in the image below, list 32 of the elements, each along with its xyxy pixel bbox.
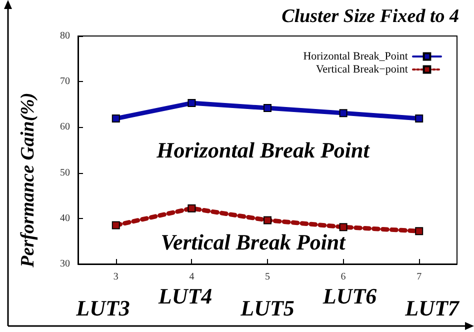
x-tick-label: 7 <box>416 272 422 282</box>
text: LUT5 <box>240 296 294 320</box>
y-axis-title: Performance Gain(%) <box>18 92 38 268</box>
y-tick-label: 50 <box>60 167 70 178</box>
point <box>264 104 272 112</box>
point <box>188 99 196 108</box>
y-tick-label: 70 <box>60 76 70 88</box>
chart-title: Cluster Size Fixed to 4 <box>282 6 460 27</box>
annotation: Vertical Break Point <box>160 230 346 254</box>
text: LUT4 <box>157 284 212 308</box>
point <box>339 109 348 118</box>
x-tick-label: 5 <box>265 272 270 282</box>
point <box>339 223 348 232</box>
point <box>112 114 120 123</box>
x-tick-label: 4 <box>189 272 194 282</box>
annotation: Horizontal Break Point <box>156 138 370 162</box>
x-tick-label: 3 <box>113 272 118 282</box>
x-tick-label: 6 <box>340 272 346 282</box>
y-tick-label: 40 <box>60 212 70 224</box>
point <box>188 204 196 212</box>
legend-label: Vertical Break−point <box>316 64 408 76</box>
text: LUT7 <box>404 296 460 320</box>
text: LUT6 <box>322 284 377 308</box>
point <box>112 221 120 230</box>
point <box>264 216 272 224</box>
point <box>415 114 424 123</box>
y-tick-label: 80 <box>60 30 70 42</box>
y-tick-label: 60 <box>60 122 70 133</box>
point <box>415 227 424 236</box>
y-tick-label: 30 <box>60 258 70 270</box>
legend-label: Horizontal Break_Point <box>303 50 408 62</box>
text: LUT3 <box>75 296 130 320</box>
